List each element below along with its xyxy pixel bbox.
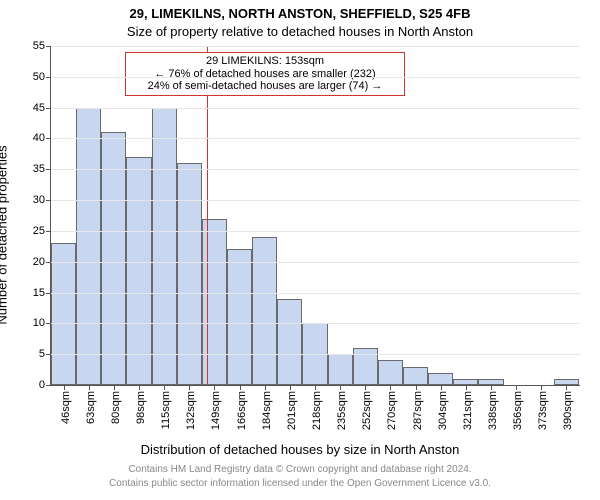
bar	[428, 373, 453, 385]
xtick-label: 218sqm	[311, 391, 323, 430]
bar	[378, 360, 403, 385]
credit-line2: Contains public sector information licen…	[0, 478, 600, 489]
xtick-mark	[416, 385, 417, 390]
ytick-label: 45	[21, 102, 51, 114]
xtick-mark	[541, 385, 542, 390]
xtick-mark	[566, 385, 567, 390]
xtick-label: 63sqm	[85, 391, 97, 424]
credit-line1: Contains HM Land Registry data © Crown c…	[0, 464, 600, 475]
xtick-label: 390sqm	[562, 391, 574, 430]
xtick-mark	[89, 385, 90, 390]
reference-line	[207, 46, 208, 385]
title-line2: Size of property relative to detached ho…	[0, 24, 600, 39]
xtick-label: 373sqm	[537, 391, 549, 430]
ytick-label: 55	[21, 40, 51, 52]
xtick-mark	[64, 385, 65, 390]
annotation-line1: 29 LIMEKILNS: 153sqm	[130, 55, 400, 68]
gridline	[51, 354, 580, 355]
x-axis-label: Distribution of detached houses by size …	[0, 442, 600, 457]
ytick-label: 50	[21, 71, 51, 83]
ytick-label: 15	[21, 287, 51, 299]
xtick-label: 80sqm	[110, 391, 122, 424]
gridline	[51, 200, 580, 201]
xtick-label: 356sqm	[512, 391, 524, 430]
bar	[227, 249, 252, 385]
xtick-label: 252sqm	[361, 391, 373, 430]
xtick-label: 338sqm	[487, 391, 499, 430]
xtick-mark	[441, 385, 442, 390]
xtick-label: 270sqm	[386, 391, 398, 430]
xtick-mark	[114, 385, 115, 390]
xtick-label: 166sqm	[236, 391, 248, 430]
gridline	[51, 138, 580, 139]
xtick-mark	[214, 385, 215, 390]
xtick-mark	[466, 385, 467, 390]
gridline	[51, 262, 580, 263]
annotation-line3: 24% of semi-detached houses are larger (…	[130, 80, 400, 93]
xtick-mark	[516, 385, 517, 390]
xtick-mark	[164, 385, 165, 390]
xtick-mark	[290, 385, 291, 390]
xtick-label: 184sqm	[261, 391, 273, 430]
ytick-label: 0	[21, 379, 51, 391]
ytick-label: 30	[21, 194, 51, 206]
annotation-line2: ← 76% of detached houses are smaller (23…	[130, 68, 400, 81]
ytick-label: 40	[21, 132, 51, 144]
gridline	[51, 77, 580, 78]
xtick-mark	[189, 385, 190, 390]
xtick-label: 287sqm	[412, 391, 424, 430]
bar	[177, 163, 202, 385]
bar	[277, 299, 302, 385]
gridline	[51, 108, 580, 109]
bar	[328, 354, 353, 385]
xtick-label: 304sqm	[437, 391, 449, 430]
gridline	[51, 169, 580, 170]
xtick-label: 321sqm	[462, 391, 474, 430]
xtick-mark	[240, 385, 241, 390]
bar	[126, 157, 151, 385]
xtick-label: 132sqm	[185, 391, 197, 430]
xtick-mark	[265, 385, 266, 390]
gridline	[51, 293, 580, 294]
xtick-label: 115sqm	[160, 391, 172, 429]
ytick-label: 20	[21, 256, 51, 268]
gridline	[51, 231, 580, 232]
ytick-label: 10	[21, 317, 51, 329]
bars-container	[51, 46, 580, 385]
xtick-mark	[315, 385, 316, 390]
bar	[202, 219, 227, 385]
ytick-label: 35	[21, 163, 51, 175]
xtick-mark	[139, 385, 140, 390]
gridline	[51, 323, 580, 324]
bar	[152, 108, 177, 385]
xtick-label: 201sqm	[286, 391, 298, 430]
bar	[51, 243, 76, 385]
title-line1: 29, LIMEKILNS, NORTH ANSTON, SHEFFIELD, …	[0, 6, 600, 21]
bar	[252, 237, 277, 385]
xtick-label: 149sqm	[210, 391, 222, 430]
xtick-mark	[390, 385, 391, 390]
ytick-label: 25	[21, 225, 51, 237]
xtick-mark	[491, 385, 492, 390]
xtick-label: 235sqm	[336, 391, 348, 430]
xtick-mark	[365, 385, 366, 390]
bar	[403, 367, 428, 385]
bar	[76, 108, 101, 385]
xtick-label: 98sqm	[135, 391, 147, 424]
chart-plot-area: 29 LIMEKILNS: 153sqm ← 76% of detached h…	[50, 46, 580, 386]
xtick-mark	[340, 385, 341, 390]
gridline	[51, 46, 580, 47]
ytick-label: 5	[21, 348, 51, 360]
y-axis-label: Number of detached properties	[0, 145, 10, 324]
xtick-label: 46sqm	[60, 391, 72, 424]
annotation-box: 29 LIMEKILNS: 153sqm ← 76% of detached h…	[125, 52, 405, 96]
